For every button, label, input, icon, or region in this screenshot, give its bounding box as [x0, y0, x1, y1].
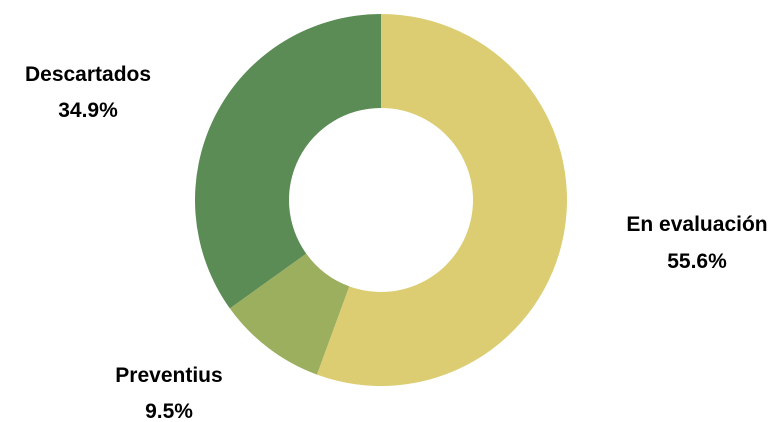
slice-value-label: 55.6% [667, 250, 727, 273]
label-group-descartados: Descartados 34.9% [25, 63, 151, 122]
label-group-en-evaluacion: En evaluación 55.6% [626, 213, 767, 273]
slice-descartados [195, 14, 381, 308]
slice-name-label: En evaluación [626, 213, 767, 236]
slice-value-label: 34.9% [58, 99, 118, 122]
label-group-preventius: Preventius 9.5% [115, 364, 222, 422]
slice-name-label: Descartados [25, 63, 151, 86]
slice-value-label: 9.5% [145, 400, 193, 422]
chart-slices [195, 14, 567, 386]
slice-name-label: Preventius [115, 364, 222, 387]
